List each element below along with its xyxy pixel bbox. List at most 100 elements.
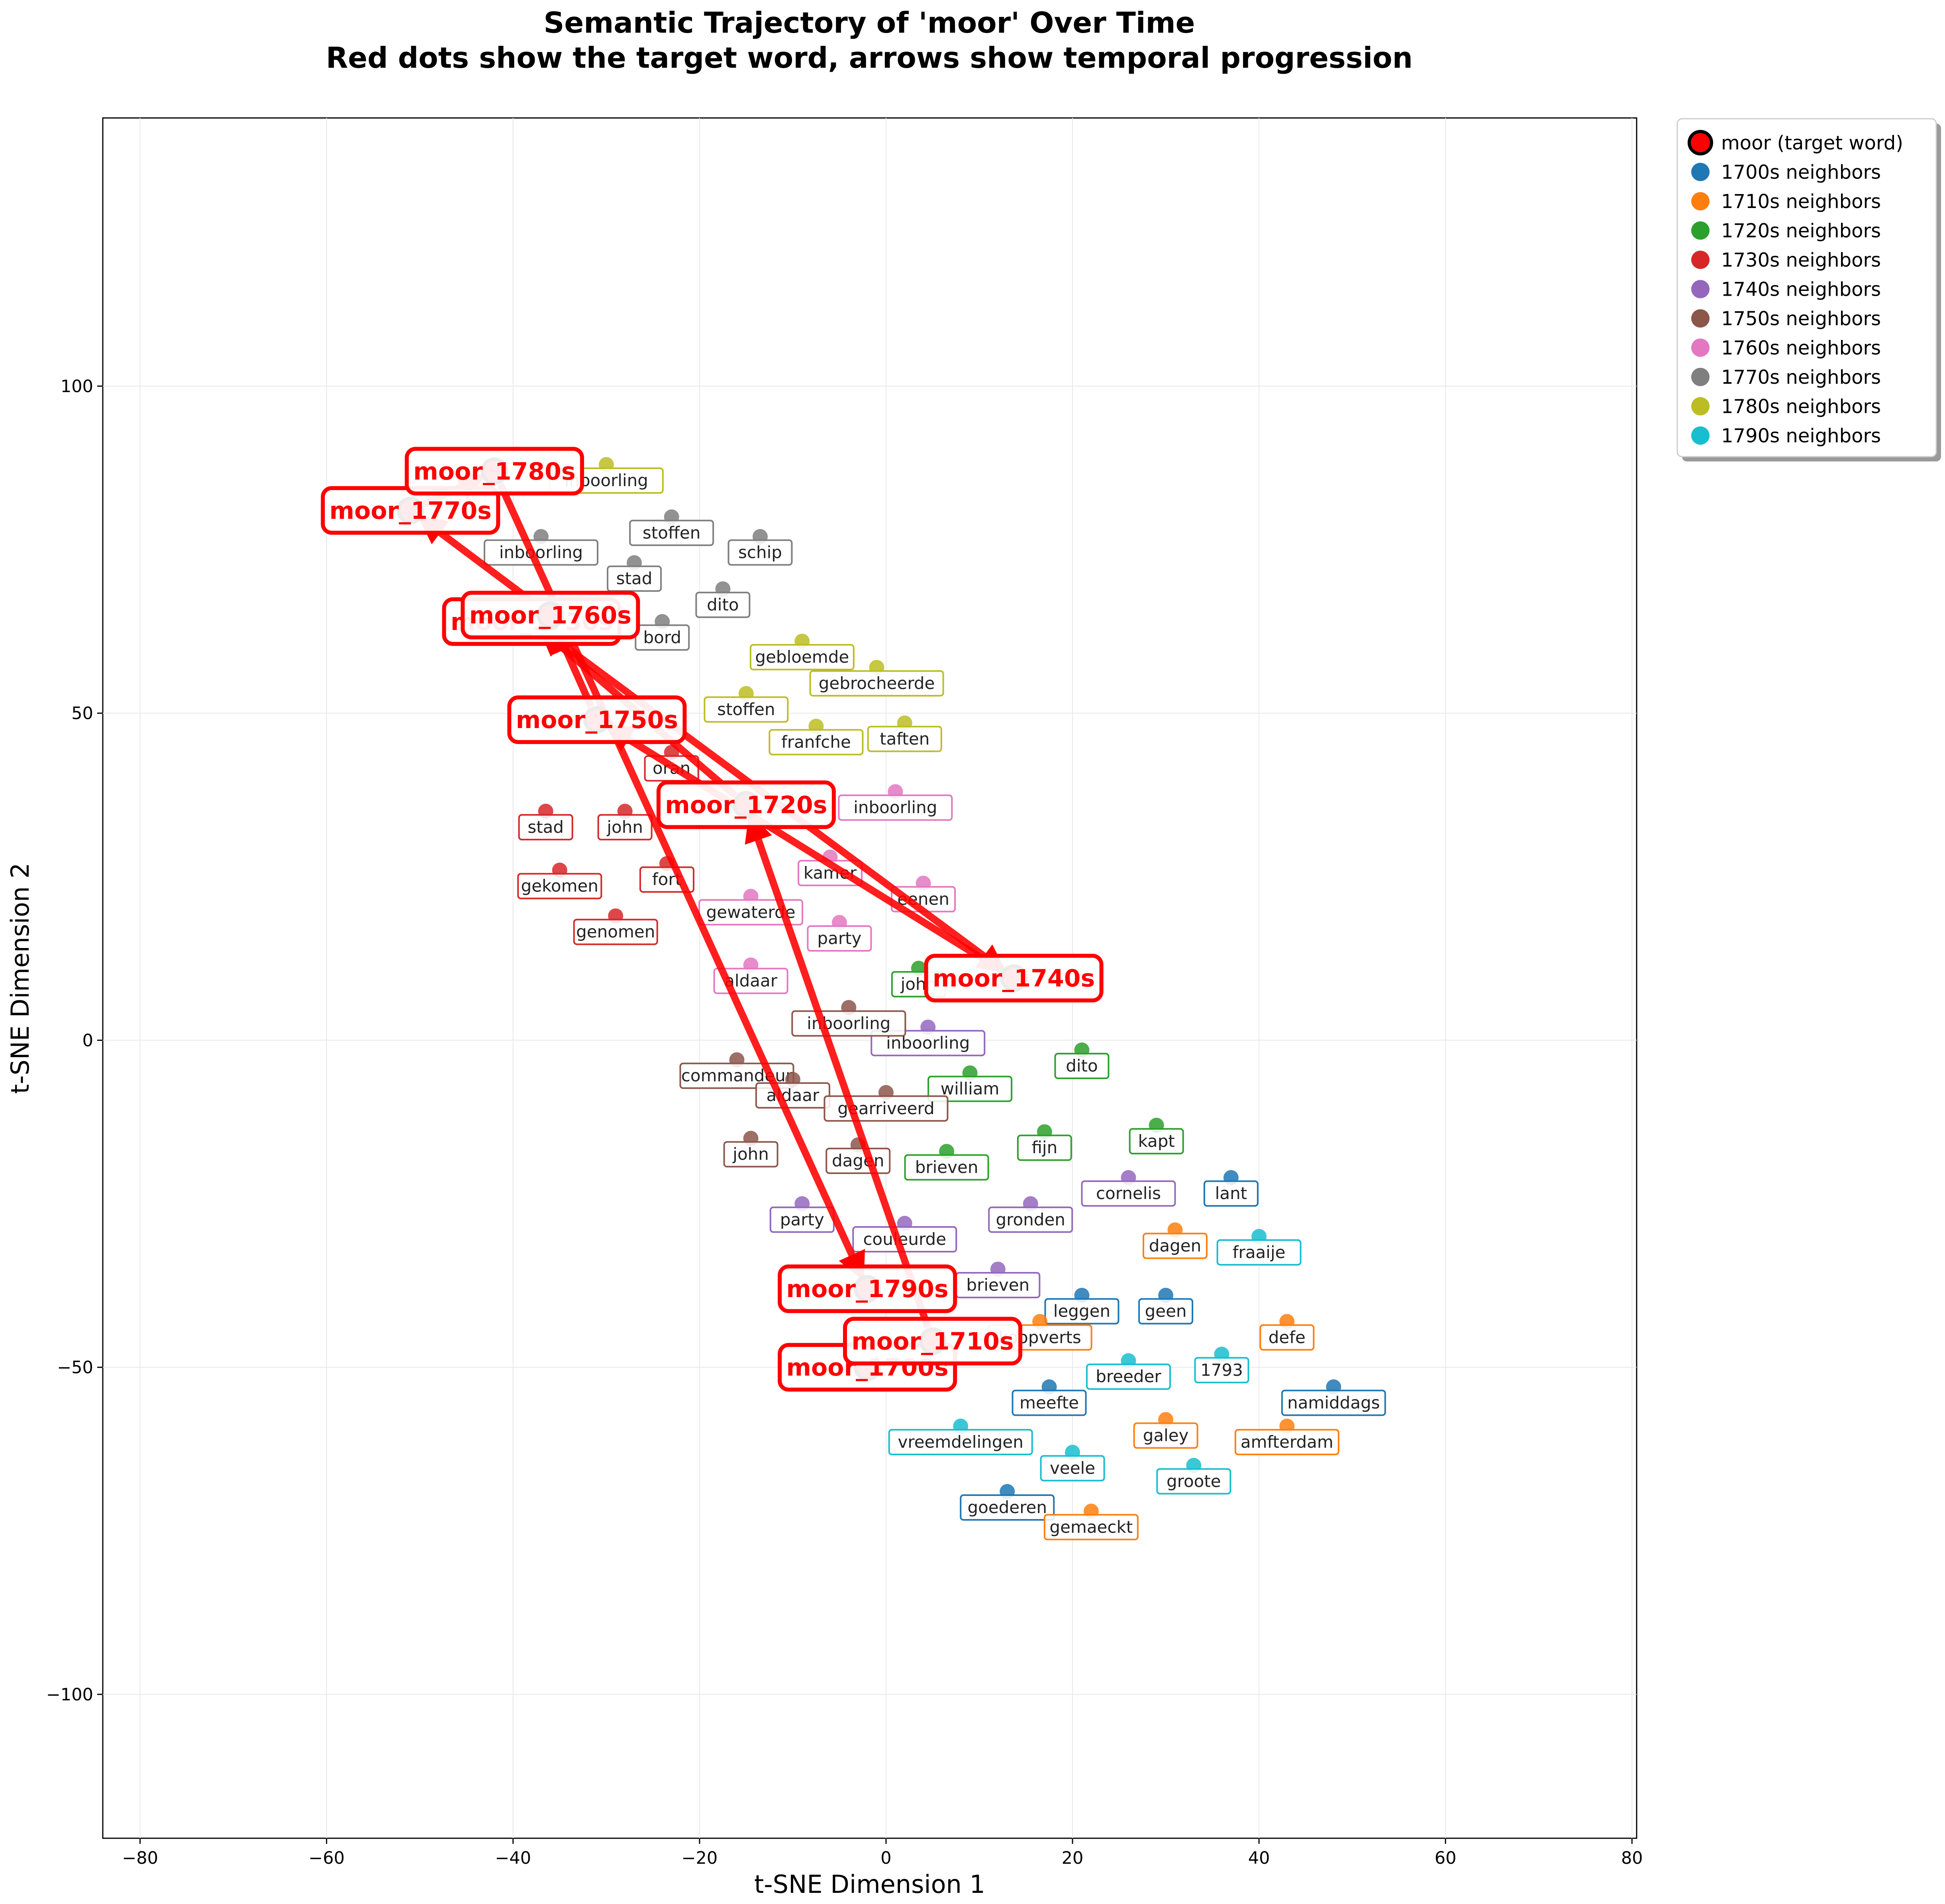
neighbor-label-box [888, 1429, 1033, 1455]
legend-marker [1691, 397, 1710, 416]
neighbor-label-box [518, 814, 573, 840]
target-label: moor_1770s [329, 497, 492, 525]
neighbor-label: john [732, 1144, 769, 1164]
legend-marker [1691, 221, 1710, 240]
legend-label: 1760s neighbors [1721, 337, 1881, 359]
neighbor-label-box [727, 539, 793, 566]
neighbor-label-box [867, 726, 942, 752]
neighbor-label: leggen [1053, 1301, 1110, 1321]
neighbor-label: stad [616, 569, 653, 588]
neighbor-label: john [606, 817, 643, 837]
neighbor-label-box [769, 729, 864, 756]
target-points: moor_1700smoor_1710smoor_1720smoor_1730s… [321, 447, 1104, 1392]
y-tick-label: 50 [71, 704, 93, 724]
legend-marker [1691, 338, 1710, 357]
neighbor-label: kapt [1138, 1131, 1174, 1151]
neighbor-label-box [904, 1154, 989, 1181]
neighbor-label-box [1054, 1053, 1110, 1080]
neighbor-label: vreemdelingen [898, 1432, 1023, 1452]
neighbor-label: stoffen [717, 699, 775, 719]
legend-box [1676, 118, 1937, 457]
neighbor-label-box [927, 1076, 1013, 1102]
neighbor-label: fijn [1031, 1138, 1057, 1157]
neighbor-label: brieven [915, 1157, 978, 1177]
neighbor-label-box [1281, 1390, 1386, 1416]
legend-marker [1691, 368, 1710, 386]
neighbor-label-box [1259, 1324, 1315, 1351]
trajectory-arrow [745, 813, 931, 1329]
neighbor-label: dito [1066, 1056, 1098, 1076]
x-tick-label: −80 [122, 1848, 158, 1868]
neighbor-label: couleurde [863, 1229, 946, 1249]
target-label: moor_1720s [665, 791, 827, 819]
target-label: moor_1740s [933, 965, 1095, 993]
legend-marker [1691, 163, 1710, 181]
neighbor-label-box [1012, 1390, 1087, 1416]
x-tick-label: −40 [495, 1848, 531, 1868]
x-tick-label: 0 [880, 1848, 891, 1868]
neighbor-label-box [635, 624, 690, 651]
neighbor-label-box [1138, 1298, 1194, 1325]
target-label: moor_1780s [413, 457, 575, 485]
neighbor-label-box [1081, 1180, 1176, 1207]
neighbor-label: inboorling [499, 543, 583, 562]
neighbor-label-box [629, 520, 714, 546]
neighbor-label: party [817, 928, 861, 948]
legend: moor (target word) 1700s neighbors 1710s n… [1676, 118, 1941, 461]
neighbor-points: lant leggen geen meefte namiddags goederen dag… [484, 457, 1386, 1541]
legend-marker [1691, 426, 1710, 445]
neighbor-label-box [1194, 1357, 1249, 1384]
neighbor-label-box [607, 565, 662, 592]
target-label-box [461, 591, 640, 640]
y-tick-label: −50 [57, 1358, 93, 1378]
neighbor-label: dagen [832, 1151, 884, 1170]
neighbor-label-box [1234, 1429, 1339, 1455]
neighbor-label: geen [1145, 1301, 1187, 1321]
neighbor-label: gemaeckt [1049, 1517, 1133, 1537]
target-label: moor_1750s [516, 706, 678, 734]
neighbor-label-box [597, 814, 653, 840]
neighbor-label-box [807, 925, 872, 952]
neighbor-label: bord [643, 628, 681, 647]
neighbor-label: namiddags [1287, 1393, 1380, 1412]
neighbor-label-box [838, 794, 953, 821]
neighbor-label-box [1203, 1180, 1259, 1207]
x-axis-label: t-SNE Dimension 1 [754, 1870, 985, 1899]
legend-label: 1710s neighbors [1721, 190, 1881, 213]
legend-label: moor (target word) [1721, 132, 1903, 154]
target-label-box [778, 1264, 957, 1313]
legend-marker [1688, 130, 1713, 155]
axis-ticks: −80 −60 −40 −20 0 20 40 60 80 −100 −50 0 50 100 [46, 377, 1643, 1868]
neighbor-label: groote [1167, 1471, 1221, 1491]
y-tick-label: 0 [82, 1031, 93, 1050]
neighbor-label: genomen [576, 922, 655, 942]
neighbor-label-box [1133, 1422, 1198, 1449]
neighbor-label-box [960, 1494, 1055, 1521]
chart-title: Semantic Trajectory of 'moor' Over Time [544, 6, 1195, 39]
neighbor-label: amfterdam [1241, 1432, 1333, 1452]
neighbor-label-box [1040, 1455, 1105, 1482]
target-label-box [507, 695, 687, 744]
x-tick-label: 80 [1621, 1848, 1643, 1868]
neighbor-label-box [1142, 1233, 1208, 1259]
chart-subtitle: Red dots show the target word, arrows sh… [326, 41, 1413, 75]
target-label: moor_1790s [786, 1275, 949, 1303]
neighbor-label-box [1044, 1298, 1120, 1325]
neighbor-label-box [1156, 1468, 1231, 1495]
neighbor-label: william [941, 1079, 1000, 1099]
x-tick-label: 20 [1062, 1848, 1084, 1868]
neighbor-label: cornelis [1096, 1184, 1161, 1203]
neighbor-label: party [780, 1210, 824, 1229]
neighbor-label-box [704, 696, 789, 723]
neighbor-label: schip [738, 543, 782, 562]
neighbor-label-box [749, 644, 855, 671]
legend-marker [1691, 251, 1710, 269]
neighbor-label-box [809, 670, 944, 697]
neighbor-label: stad [527, 817, 564, 837]
target-label-box [656, 780, 836, 829]
neighbor-label-box [1043, 1514, 1139, 1541]
plot-area [102, 117, 1637, 1839]
neighbor-label-box [1129, 1128, 1184, 1154]
neighbor-label: dito [707, 595, 739, 614]
